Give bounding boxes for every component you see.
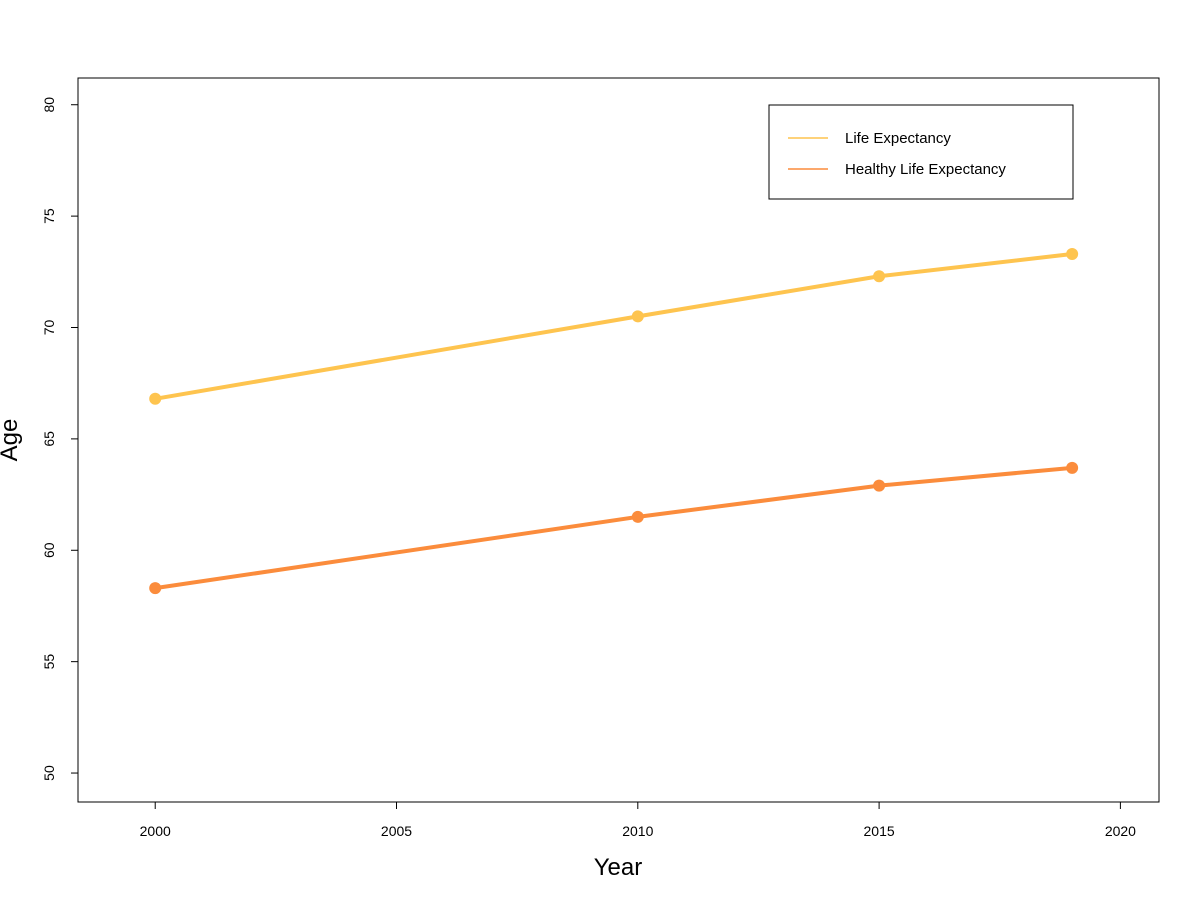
data-point-1-2019 [1066,461,1079,474]
x-tick-label-2000: 2000 [140,823,171,839]
legend-label-healthy-life-expectancy: Healthy Life Expectancy [845,161,1006,178]
plot-frame [77,77,1160,803]
data-point-1-2000 [149,582,162,595]
data-point-0-2015 [873,270,886,283]
data-point-0-2000 [149,392,162,405]
data-point-1-2015 [873,479,886,492]
y-tick-label-60: 60 [41,542,57,558]
y-tick-label-65: 65 [41,431,57,447]
y-tick-label-75: 75 [41,208,57,224]
x-axis: 2000 2005 2010 2015 2020 [140,802,1136,839]
legend-label-life-expectancy: Life Expectancy [845,130,951,147]
legend: Life Expectancy Healthy Life Expectancy [768,104,1074,200]
y-tick-label-70: 70 [41,320,57,336]
x-tick-label-2015: 2015 [864,823,895,839]
data-point-0-2010 [631,310,644,323]
y-tick-label-55: 55 [41,654,57,670]
x-tick-label-2010: 2010 [622,823,653,839]
y-tick-label-80: 80 [41,97,57,113]
x-tick-label-2005: 2005 [381,823,412,839]
y-axis-title: Age [0,419,23,462]
series-layer [149,247,1079,595]
x-axis-title: Year [594,854,643,881]
legend-box [768,104,1074,200]
x-tick-label-2020: 2020 [1105,823,1136,839]
y-tick-label-50: 50 [41,765,57,781]
y-axis: 50 55 60 65 70 75 80 [41,97,78,781]
data-point-1-2010 [631,510,644,523]
series-line-1 [153,465,1075,591]
data-point-0-2019 [1066,247,1079,260]
series-line-0 [153,251,1075,401]
